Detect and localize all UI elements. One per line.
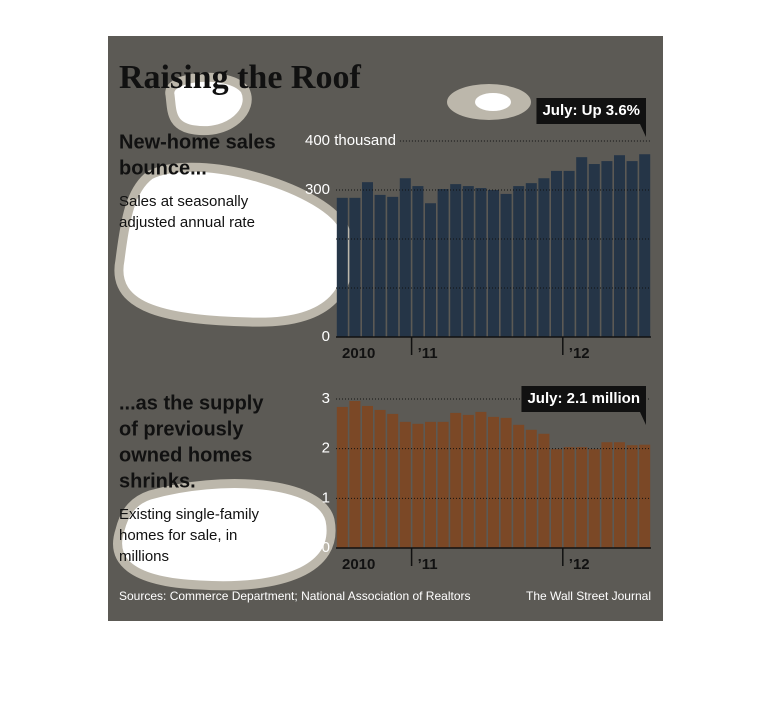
chart-heading: shrinks.	[119, 470, 196, 492]
y-tick-label: 400 thousand	[305, 132, 396, 149]
chart-subtitle: Sales at seasonally	[119, 193, 249, 210]
chart-subtitle: homes for sale, in	[119, 527, 237, 544]
annotation-box	[521, 386, 646, 425]
bar	[551, 170, 562, 337]
bar	[500, 417, 512, 548]
bar	[399, 178, 411, 337]
bar	[576, 447, 588, 548]
bar	[462, 414, 474, 548]
bar	[412, 423, 424, 548]
bar	[374, 409, 386, 548]
overlay-blobs	[113, 72, 531, 591]
chart-subtitle: adjusted annual rate	[119, 214, 255, 231]
bar	[626, 161, 638, 337]
y-tick-label: 300	[305, 181, 330, 198]
bar	[399, 421, 411, 548]
y-tick-label: 0	[322, 539, 330, 556]
bar	[387, 413, 399, 548]
chart-subtitle: millions	[119, 548, 169, 565]
x-tick-label: ’12	[569, 556, 590, 573]
bar	[425, 203, 436, 337]
bar	[563, 170, 575, 337]
bar	[349, 197, 361, 337]
bar	[462, 186, 474, 337]
bar	[336, 406, 348, 548]
bar	[601, 442, 613, 548]
credit: The Wall Street Journal	[526, 589, 651, 603]
x-tick-label: ’11	[418, 345, 438, 362]
y-tick-label: 100	[305, 279, 330, 296]
x-tick-label: ’12	[569, 345, 590, 362]
source: Sources: Commerce Department; National A…	[119, 589, 471, 603]
chart-heading: owned homes	[119, 444, 252, 466]
annotation-box	[536, 98, 646, 137]
chart-subtitle: Existing single-family	[119, 506, 260, 523]
chart-heading: bounce...	[119, 157, 207, 179]
bar	[538, 433, 550, 548]
bar	[450, 184, 462, 337]
bar	[425, 421, 436, 548]
bar	[450, 412, 462, 548]
bar	[614, 155, 625, 337]
bar	[614, 442, 625, 548]
bar	[639, 444, 651, 548]
annotation: July: 2.1 million	[527, 390, 640, 407]
bar	[488, 416, 499, 548]
bar	[576, 157, 588, 337]
bar	[500, 193, 512, 337]
x-tick-label: 2010	[342, 345, 375, 362]
x-tick-label: 2010	[342, 556, 375, 573]
bar	[475, 411, 487, 548]
bar	[387, 196, 399, 337]
x-tick-label: ’11	[418, 556, 438, 573]
bar	[475, 188, 487, 337]
annotation: July: Up 3.6%	[542, 102, 640, 119]
bar	[349, 400, 361, 548]
y-tick-label: 2	[322, 440, 330, 457]
title: Raising the Roof	[119, 59, 361, 96]
bar	[626, 445, 638, 548]
bar	[362, 182, 373, 337]
bar	[538, 178, 550, 337]
bar	[362, 405, 373, 548]
y-tick-label: 200	[305, 230, 330, 247]
chart-heading: New-home sales	[119, 131, 276, 153]
bar	[551, 449, 562, 548]
bar	[525, 429, 537, 548]
bar	[437, 421, 449, 548]
bar	[513, 424, 525, 548]
chart-heading: ...as the supply	[119, 392, 264, 414]
bar	[412, 186, 424, 337]
bar	[437, 189, 449, 337]
bar	[639, 154, 651, 337]
y-tick-label: 1	[322, 489, 330, 506]
bar	[374, 194, 386, 337]
bar	[336, 197, 348, 337]
bar	[588, 164, 600, 337]
bar	[513, 186, 525, 337]
bar	[563, 447, 575, 548]
chart-heading: of previously	[119, 418, 244, 440]
bar	[601, 161, 613, 337]
bar	[525, 183, 537, 337]
y-tick-label: 0	[322, 328, 330, 345]
bar	[488, 190, 499, 337]
y-tick-label: 3	[322, 390, 330, 407]
